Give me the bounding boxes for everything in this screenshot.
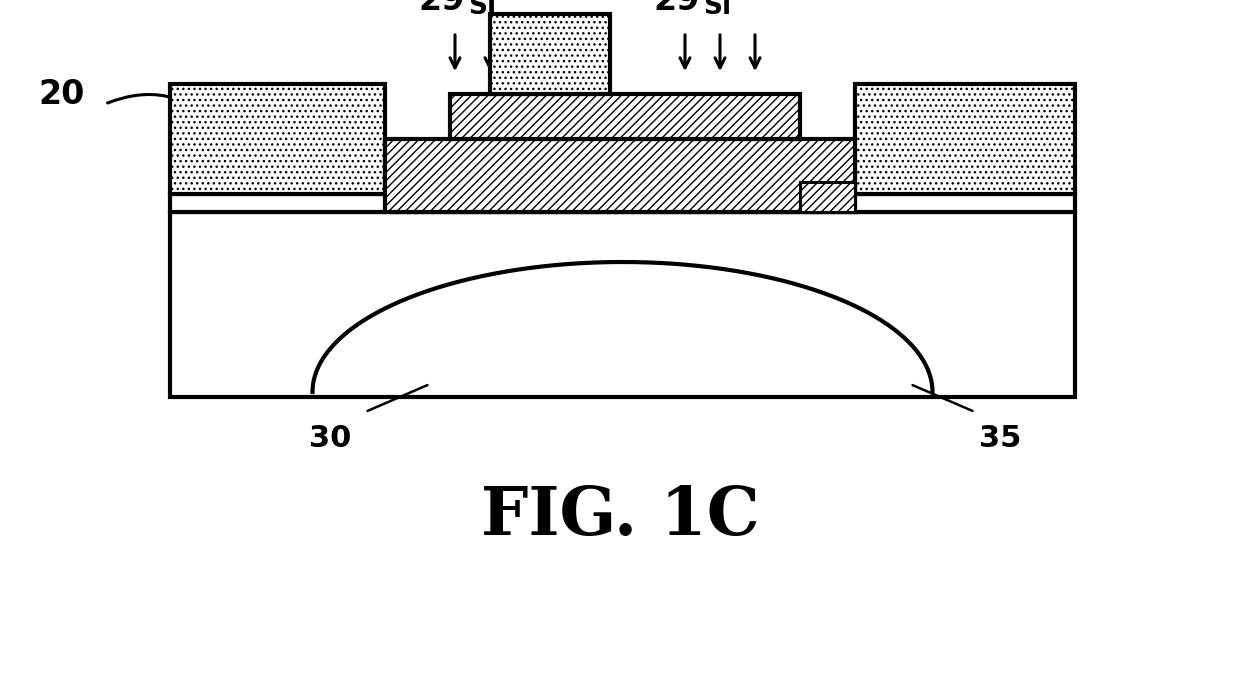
Text: 29: 29 <box>653 0 701 17</box>
Bar <box>170 194 1075 212</box>
Bar <box>450 94 800 139</box>
Text: 20: 20 <box>38 78 84 111</box>
Text: Si: Si <box>703 0 732 20</box>
Text: 30: 30 <box>309 424 351 453</box>
Bar <box>800 182 856 212</box>
Bar <box>490 14 610 94</box>
Bar <box>170 84 384 194</box>
Bar <box>384 139 856 212</box>
Text: Si: Si <box>467 0 496 20</box>
Polygon shape <box>312 262 932 392</box>
Text: 29: 29 <box>419 0 465 17</box>
Text: 35: 35 <box>978 424 1022 453</box>
Bar <box>856 84 1075 194</box>
Bar <box>170 212 1075 397</box>
Text: FIG. 1C: FIG. 1C <box>481 484 759 549</box>
